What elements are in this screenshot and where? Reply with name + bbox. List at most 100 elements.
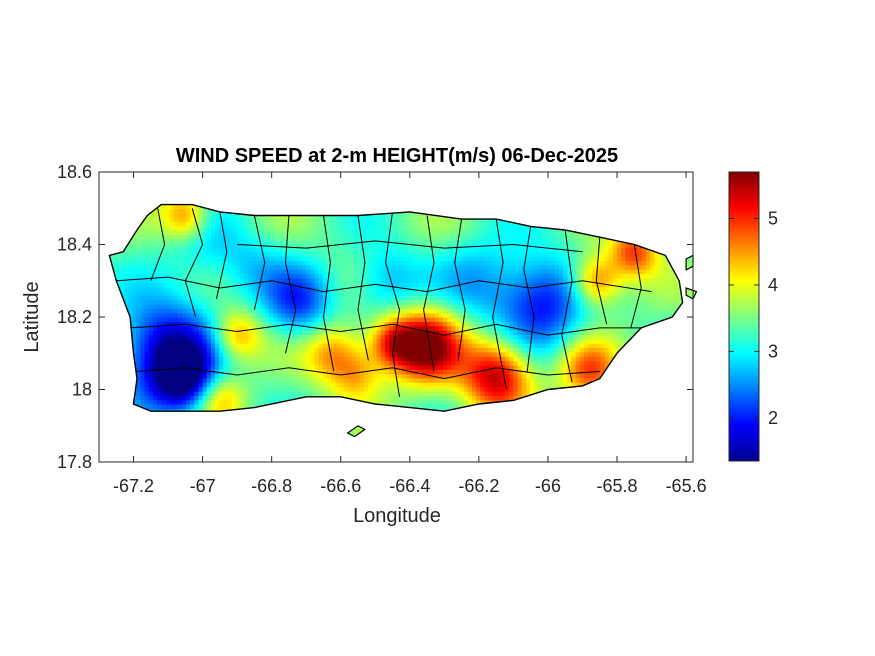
wind-cell bbox=[430, 260, 436, 266]
wind-cell bbox=[186, 299, 191, 305]
wind-cell bbox=[239, 312, 245, 318]
wind-cell bbox=[306, 377, 311, 383]
wind-cell bbox=[148, 382, 154, 388]
wind-cell bbox=[339, 321, 345, 327]
wind-cell bbox=[397, 260, 403, 266]
wind-cell bbox=[210, 317, 216, 322]
wind-cell bbox=[347, 343, 353, 349]
wind-cell bbox=[389, 247, 394, 253]
wind-cell bbox=[368, 386, 374, 392]
wind-cell bbox=[306, 264, 311, 270]
wind-cell bbox=[447, 343, 452, 349]
wind-cell bbox=[380, 256, 386, 262]
wind-cell bbox=[210, 351, 216, 357]
wind-cell bbox=[380, 290, 386, 296]
wind-cell bbox=[148, 286, 154, 292]
wind-cell bbox=[231, 334, 237, 340]
wind-cell bbox=[389, 338, 394, 344]
wind-cell bbox=[409, 251, 415, 257]
wind-cell bbox=[277, 277, 282, 283]
wind-cell bbox=[173, 256, 179, 262]
wind-cell bbox=[384, 308, 390, 314]
wind-cell bbox=[173, 377, 179, 383]
wind-cell bbox=[285, 395, 291, 401]
wind-cell bbox=[260, 260, 266, 266]
wind-cell bbox=[260, 308, 266, 314]
wind-cell bbox=[239, 221, 245, 227]
wind-cell bbox=[443, 295, 448, 301]
wind-cell bbox=[409, 273, 415, 279]
wind-cell bbox=[339, 369, 345, 375]
wind-cell bbox=[248, 386, 253, 392]
wind-cell bbox=[273, 247, 278, 253]
wind-cell bbox=[289, 395, 295, 401]
wind-cell bbox=[293, 317, 299, 322]
wind-cell bbox=[364, 295, 369, 301]
wind-cell bbox=[186, 360, 191, 366]
wind-cell bbox=[223, 251, 228, 257]
wind-cell bbox=[277, 216, 282, 222]
wind-cell bbox=[314, 230, 320, 235]
wind-cell bbox=[380, 277, 386, 283]
wind-cell bbox=[198, 251, 204, 257]
wind-cell bbox=[434, 347, 440, 353]
wind-cell bbox=[219, 343, 224, 349]
wind-cell bbox=[297, 373, 303, 379]
wind-cell bbox=[190, 308, 195, 314]
wind-cell bbox=[326, 264, 332, 270]
wind-cell bbox=[181, 308, 187, 314]
wind-cell bbox=[322, 347, 328, 353]
wind-cell bbox=[177, 204, 183, 209]
wind-cell bbox=[422, 269, 427, 275]
wind-cell bbox=[281, 317, 286, 322]
wind-cell bbox=[169, 325, 175, 331]
wind-cell bbox=[405, 356, 411, 362]
wind-cell bbox=[190, 212, 195, 218]
wind-cell bbox=[351, 343, 357, 349]
wind-cell bbox=[368, 395, 374, 401]
wind-cell bbox=[277, 230, 282, 235]
wind-cell bbox=[210, 234, 216, 240]
wind-cell bbox=[123, 256, 129, 262]
wind-cell bbox=[335, 382, 340, 388]
wind-cell bbox=[414, 299, 419, 305]
wind-cell bbox=[148, 369, 154, 375]
wind-cell bbox=[351, 243, 357, 248]
wind-cell bbox=[297, 234, 303, 240]
wind-cell bbox=[430, 295, 436, 301]
wind-cell bbox=[219, 334, 224, 340]
wind-cell bbox=[132, 317, 137, 322]
wind-cell bbox=[277, 334, 282, 340]
wind-cell bbox=[443, 377, 448, 383]
wind-cell bbox=[152, 390, 158, 396]
wind-cell bbox=[198, 308, 204, 314]
wind-cell bbox=[281, 356, 286, 362]
wind-cell bbox=[169, 395, 175, 401]
wind-cell bbox=[310, 330, 316, 335]
wind-cell bbox=[273, 216, 278, 222]
wind-cell bbox=[165, 399, 170, 405]
wind-cell bbox=[115, 269, 121, 275]
wind-cell bbox=[264, 216, 270, 222]
wind-cell bbox=[252, 234, 257, 240]
wind-cell bbox=[161, 230, 166, 235]
wind-cell bbox=[281, 321, 286, 327]
wind-cell bbox=[343, 216, 349, 222]
wind-cell bbox=[389, 390, 394, 396]
wind-cell bbox=[372, 373, 378, 379]
wind-cell bbox=[186, 364, 191, 370]
wind-cell bbox=[169, 312, 175, 318]
wind-cell bbox=[239, 386, 245, 392]
wind-cell bbox=[380, 351, 386, 357]
wind-cell bbox=[181, 395, 187, 401]
wind-cell bbox=[347, 273, 353, 279]
wind-cell bbox=[140, 299, 146, 305]
wind-cell bbox=[264, 251, 270, 257]
wind-cell bbox=[215, 234, 220, 240]
wind-cell bbox=[285, 299, 291, 305]
wind-cell bbox=[418, 321, 423, 327]
wind-cell bbox=[302, 386, 307, 392]
wind-cell bbox=[318, 390, 324, 396]
wind-cell bbox=[252, 399, 257, 405]
wind-cell bbox=[314, 334, 320, 340]
